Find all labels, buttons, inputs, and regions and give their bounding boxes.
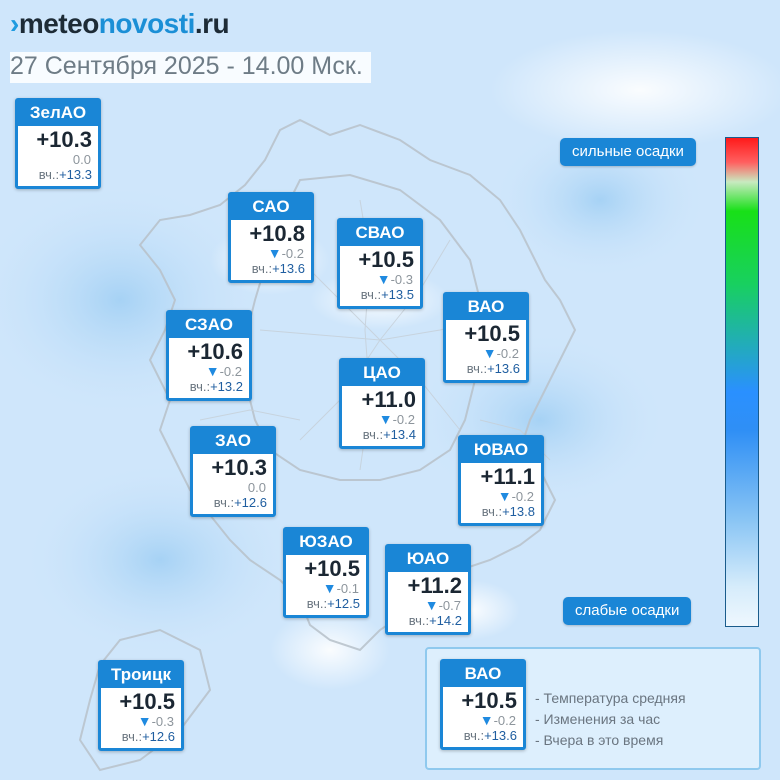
- down-triangle-icon: ▼: [378, 411, 393, 427]
- district-hourly-change: ▼-0.3: [137, 713, 174, 730]
- district-temperature: +10.6: [187, 339, 243, 364]
- down-triangle-icon: ▼: [482, 345, 497, 361]
- district-yesterday: вч.:+13.4: [362, 427, 416, 442]
- legend-descriptions: - Температура средняя - Изменения за час…: [535, 688, 686, 751]
- legend-sample-change: ▼-0.2: [479, 712, 516, 729]
- down-triangle-icon: ▼: [376, 271, 391, 287]
- district-yesterday: вч.:+12.5: [306, 596, 360, 611]
- district-temperature: +10.5: [119, 689, 175, 714]
- district-temperature: +10.5: [464, 321, 520, 346]
- district-card-vao: ВАО +10.5 ▼-0.2 вч.:+13.6: [443, 292, 529, 383]
- district-name: ЦАО: [342, 361, 422, 386]
- district-card-szao: СЗАО +10.6 ▼-0.2 вч.:+13.2: [166, 310, 252, 401]
- district-yesterday: вч.:+13.2: [189, 379, 243, 394]
- district-card-zelao: ЗелАО +10.3 0.0 вч.:+13.3: [15, 98, 101, 189]
- district-temperature: +10.5: [358, 247, 414, 272]
- down-triangle-icon: ▼: [205, 363, 220, 379]
- district-card-svao: СВАО +10.5 ▼-0.3 вч.:+13.5: [337, 218, 423, 309]
- district-temperature: +11.0: [361, 387, 416, 412]
- legend-line-temperature: - Температура средняя: [535, 690, 686, 706]
- district-yesterday: вч.:+12.6: [121, 729, 175, 744]
- scale-label-heavy: сильные осадки: [560, 138, 696, 166]
- district-hourly-change: ▼-0.7: [424, 597, 461, 614]
- district-name: ЮАО: [388, 547, 468, 572]
- district-hourly-change: ▼-0.2: [378, 411, 415, 428]
- district-hourly-change: ▼-0.2: [205, 363, 242, 380]
- district-yesterday: вч.:+13.3: [38, 167, 92, 182]
- district-name: САО: [231, 195, 311, 220]
- district-name: ЮЗАО: [286, 530, 366, 555]
- district-hourly-change: 0.0: [72, 152, 91, 167]
- district-name: ЗелАО: [18, 101, 98, 126]
- district-name: СВАО: [340, 221, 420, 246]
- district-hourly-change: ▼-0.2: [497, 488, 534, 505]
- district-yesterday: вч.:+13.5: [360, 287, 414, 302]
- logo-meteo: meteo: [18, 8, 99, 39]
- district-yesterday: вч.:+13.6: [466, 361, 520, 376]
- district-name: ВАО: [446, 295, 526, 320]
- district-temperature: +11.2: [407, 573, 462, 598]
- logo-tld: .ru: [194, 8, 230, 39]
- district-name: ЗАО: [193, 429, 273, 454]
- down-triangle-icon: ▼: [424, 597, 439, 613]
- district-hourly-change: ▼-0.3: [376, 271, 413, 288]
- district-card-zao: ЗАО +10.3 0.0 вч.:+12.6: [190, 426, 276, 517]
- district-yesterday: вч.:+14.2: [408, 613, 462, 628]
- district-hourly-change: ▼-0.1: [322, 580, 359, 597]
- legend-sample-card: ВАО +10.5 ▼-0.2 вч.:+13.6: [440, 659, 526, 750]
- district-card-sao: САО +10.8 ▼-0.2 вч.:+13.6: [228, 192, 314, 283]
- district-hourly-change: ▼-0.2: [267, 245, 304, 262]
- legend-line-change: - Изменения за час: [535, 711, 661, 727]
- down-triangle-icon: ▼: [497, 488, 512, 504]
- district-temperature: +10.3: [211, 455, 267, 480]
- district-temperature: +10.5: [304, 556, 360, 581]
- legend-sample-yesterday: вч.:+13.6: [463, 728, 517, 743]
- down-triangle-icon: ▼: [267, 245, 282, 261]
- district-card-yuzao: ЮЗАО +10.5 ▼-0.1 вч.:+12.5: [283, 527, 369, 618]
- district-name: Троицк: [101, 663, 181, 688]
- district-hourly-change: 0.0: [247, 480, 266, 495]
- logo-mark-icon: ›: [10, 8, 19, 39]
- district-yesterday: вч.:+13.6: [251, 261, 305, 276]
- scale-label-light: слабые осадки: [563, 597, 692, 625]
- district-card-tsao: ЦАО +11.0 ▼-0.2 вч.:+13.4: [339, 358, 425, 449]
- district-yesterday: вч.:+13.8: [481, 504, 535, 519]
- precipitation-scale-bar: [725, 137, 759, 627]
- district-name: ЮВАО: [461, 438, 541, 463]
- district-name: СЗАО: [169, 313, 249, 338]
- district-temperature: +11.1: [480, 464, 535, 489]
- down-triangle-icon: ▼: [137, 713, 152, 729]
- district-card-yuvao: ЮВАО +11.1 ▼-0.2 вч.:+13.8: [458, 435, 544, 526]
- legend-line-yesterday: - Вчера в это время: [535, 732, 664, 748]
- logo-novosti: novosti: [98, 8, 196, 39]
- district-temperature: +10.3: [36, 127, 92, 152]
- legend-sample-name: ВАО: [443, 662, 523, 687]
- site-logo[interactable]: ›meteonovosti.ru: [10, 8, 230, 40]
- district-card-yuao: ЮАО +11.2 ▼-0.7 вч.:+14.2: [385, 544, 471, 635]
- district-hourly-change: ▼-0.2: [482, 345, 519, 362]
- report-datetime: 27 Сентября 2025 - 14.00 Мск.: [10, 52, 371, 83]
- district-card-troitsk: Троицк +10.5 ▼-0.3 вч.:+12.6: [98, 660, 184, 751]
- down-triangle-icon: ▼: [322, 580, 337, 596]
- legend-sample-temperature: +10.5: [461, 688, 517, 713]
- district-temperature: +10.8: [249, 221, 305, 246]
- down-triangle-icon: ▼: [479, 712, 494, 728]
- district-yesterday: вч.:+12.6: [213, 495, 267, 510]
